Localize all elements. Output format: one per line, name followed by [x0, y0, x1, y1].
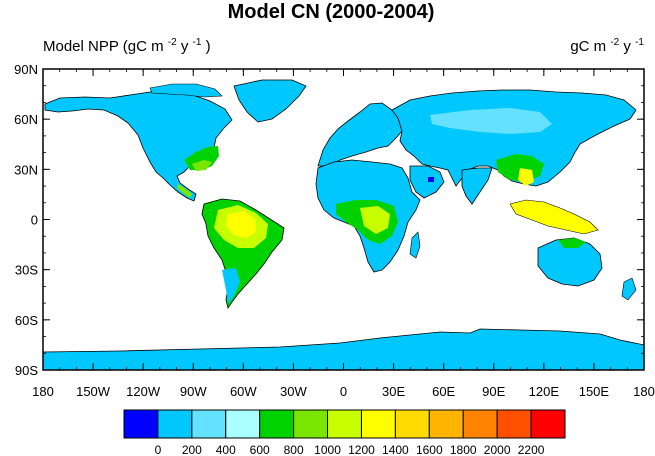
colorbar-label: 1200 — [348, 443, 375, 456]
variable-label-text: Model NPP (gC m — [43, 38, 164, 55]
lon-tick-label: 90W — [180, 384, 207, 399]
lon-tick-label: 150E — [579, 384, 610, 399]
colorbar-label: 1800 — [450, 443, 477, 456]
units-label: gC m -2 y -1 — [570, 32, 644, 55]
colorbar-label: 400 — [216, 443, 236, 456]
madagascar — [409, 231, 421, 259]
colorbar-swatch — [462, 409, 498, 439]
southeast-asia-yellow — [518, 168, 534, 186]
longitude-axis: 180 150W 120W 90W 60W 30W 0 30E 60E 90E 120E 150E 18… — [32, 69, 655, 399]
colorbar-swatch — [293, 409, 329, 439]
colorbar-swatch — [123, 409, 159, 439]
colorbar-swatch — [496, 409, 532, 439]
colorbar-swatch — [225, 409, 261, 439]
central-america-npp — [177, 184, 192, 198]
siberia-high-npp — [430, 108, 552, 134]
colorbar-label: 800 — [284, 443, 304, 456]
lat-tick-label: 90S — [15, 363, 38, 378]
patagonia-low-npp — [222, 268, 240, 304]
latitude-axis: 90N 60N 30N 0 30S 60S 90S — [14, 62, 644, 378]
colorbar-swatch — [191, 409, 227, 439]
lon-tick-label: 120W — [126, 384, 161, 399]
colorbar-swatch — [259, 409, 295, 439]
colorbar-swatch — [428, 409, 464, 439]
africa-congo-yellow — [360, 206, 390, 234]
colorbar: 0 200 400 600 800 1000 1200 1400 1600 1800 2000 220… — [123, 409, 566, 456]
colorbar-label: 600 — [250, 443, 270, 456]
australia — [537, 237, 603, 287]
lon-tick-label: 60W — [230, 384, 257, 399]
colorbar-swatch — [360, 409, 396, 439]
arctic-islands — [149, 83, 223, 98]
units-exponent-y: -1 — [635, 37, 644, 48]
variable-label: Model NPP (gC m -2 y -1 ) — [43, 32, 211, 55]
india — [461, 167, 493, 205]
lon-tick-label: 180 — [32, 384, 54, 399]
arabia-low-npp-patch — [428, 177, 434, 182]
colorbar-swatch — [394, 409, 430, 439]
lon-tick-label: 150W — [76, 384, 111, 399]
units-exponent-m: -2 — [610, 37, 619, 48]
us-southeast-high-npp — [192, 160, 212, 171]
units-y: y — [623, 38, 631, 55]
lon-tick-label: 180 — [633, 384, 655, 399]
lon-tick-label: 0 — [340, 384, 347, 399]
colorbar-label: 2000 — [484, 443, 511, 456]
colorbar-label: 1600 — [416, 443, 443, 456]
units-label-text: gC m — [570, 38, 606, 55]
arabia — [409, 165, 445, 199]
lat-tick-label: 30N — [14, 162, 38, 177]
unit-exponent-m: -2 — [168, 37, 177, 48]
amazon-core-npp — [226, 211, 256, 238]
lat-tick-label: 0 — [31, 213, 38, 228]
colorbar-label: 0 — [155, 443, 162, 456]
new-zealand — [621, 277, 637, 301]
unit-y: y — [181, 38, 189, 55]
lon-tick-label: 30E — [382, 384, 405, 399]
colorbar-label: 200 — [182, 443, 202, 456]
lon-tick-label: 60E — [432, 384, 455, 399]
australia-north-green — [558, 238, 586, 248]
colorbar-label: 2200 — [518, 443, 545, 456]
lat-tick-label: 60N — [14, 112, 38, 127]
lon-tick-label: 30W — [280, 384, 307, 399]
colorbar-label: 1000 — [314, 443, 341, 456]
lon-tick-label: 90E — [482, 384, 505, 399]
colorbar-label: 1400 — [382, 443, 409, 456]
maritime-continent — [509, 199, 599, 235]
unit-paren-close: ) — [206, 38, 211, 55]
unit-exponent-y: -1 — [193, 37, 202, 48]
lat-tick-label: 90N — [14, 62, 38, 77]
colorbar-swatch — [327, 409, 362, 439]
colorbar-swatch — [530, 409, 566, 439]
lon-tick-label: 120E — [529, 384, 560, 399]
lat-tick-label: 60S — [15, 313, 38, 328]
colorbar-swatch — [157, 409, 193, 439]
figure-title: Model CN (2000-2004) — [228, 1, 435, 23]
map-panel — [42, 68, 645, 371]
greenland — [233, 79, 307, 123]
lat-tick-label: 30S — [15, 263, 38, 278]
